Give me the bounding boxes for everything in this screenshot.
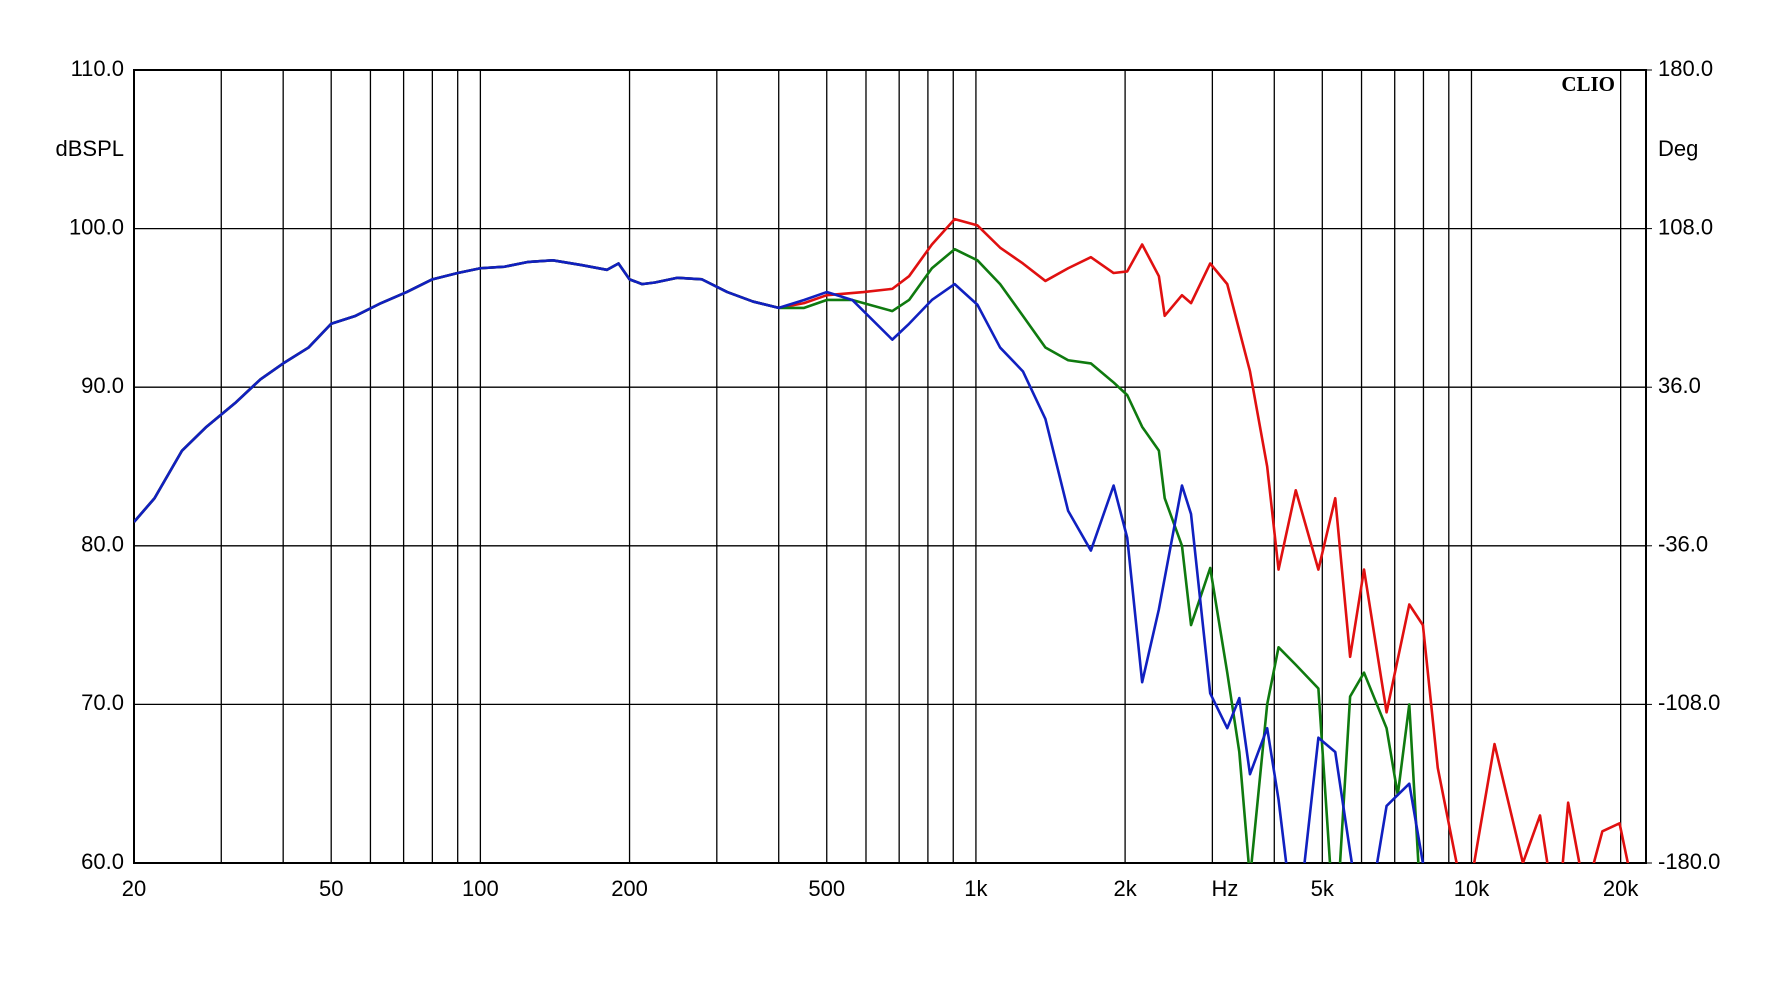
y2-tick-label: -36.0 <box>1658 532 1708 557</box>
x-tick-label: 20k <box>1603 876 1639 901</box>
plot-frame <box>133 69 1647 864</box>
y-tick-label: 70.0 <box>81 690 124 715</box>
response-curve <box>134 259 1425 863</box>
x-tick-label: 500 <box>808 876 845 901</box>
x-tick-label: 1k <box>964 876 988 901</box>
y-tick-label: 60.0 <box>81 849 124 874</box>
y-tick-label: 90.0 <box>81 373 124 398</box>
y2-axis-label: Deg <box>1658 136 1698 161</box>
y2-tick-label: 108.0 <box>1658 214 1713 239</box>
y2-tick-label: -108.0 <box>1658 690 1720 715</box>
annotation: CLIO <box>1561 72 1615 96</box>
y-tick-label: 110.0 <box>71 56 124 81</box>
x-axis-label: Hz <box>1212 876 1239 901</box>
x-tick-label: 10k <box>1454 876 1490 901</box>
y-tick-label: 100.0 <box>69 214 124 239</box>
y2-tick-label: 36.0 <box>1658 373 1701 398</box>
y-tick-label: 80.0 <box>81 532 124 557</box>
plot-area <box>134 217 1630 863</box>
y2-tick-label: -180.0 <box>1658 849 1720 874</box>
x-tick-label: 2k <box>1113 876 1137 901</box>
y2-tick-label: 180.0 <box>1658 56 1713 81</box>
x-tick-label: 50 <box>319 876 343 901</box>
y-axis-label: dBSPL <box>56 136 125 161</box>
x-tick-label: 5k <box>1311 876 1335 901</box>
x-tick-label: 20 <box>122 876 146 901</box>
x-tick-label: 100 <box>462 876 499 901</box>
x-tick-label: 200 <box>611 876 648 901</box>
